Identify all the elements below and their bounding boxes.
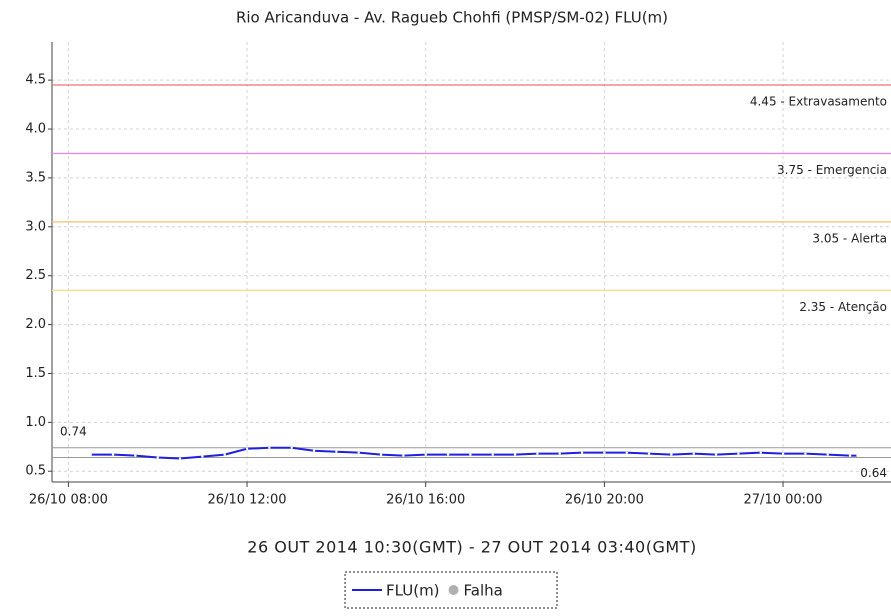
y-tick-label: 2.5 [25,268,46,283]
data-point [446,453,450,456]
data-point [89,453,92,456]
y-tick-label: 1.0 [25,415,46,430]
data-point [245,447,249,450]
data-point [357,451,360,454]
x-tick-label: 26/10 20:00 [565,493,644,508]
y-tick-label: 3.5 [25,170,46,185]
threshold-label: 2.35 - Atenção [799,300,887,314]
max-label: 0.74 [60,424,87,438]
data-point [134,454,137,457]
data-point [156,456,159,459]
legend-swatch [448,585,459,595]
data-point [201,455,204,458]
data-point [848,454,852,457]
threshold-label: 3.05 - Alerta [812,231,887,245]
y-tick-label: 3.0 [25,219,46,234]
data-point [558,452,561,455]
data-point [312,449,316,452]
data-point [178,457,182,460]
y-tick-label: 0.5 [25,464,46,479]
data-point [223,453,226,456]
data-point [625,451,628,454]
x-axis-label: 26 OUT 2014 10:30(GMT) - 27 OUT 2014 03:… [247,538,696,557]
chart-title: Rio Aricanduva - Av. Ragueb Chohfi (PMSP… [236,9,668,27]
data-point [424,453,427,456]
data-point [603,451,606,454]
y-tick-label: 4.5 [25,73,46,88]
data-point [491,453,494,456]
data-point [469,453,472,456]
threshold-label: 3.75 - Emergencia [777,163,887,177]
data-point [580,451,584,454]
data-point [856,454,859,457]
threshold-label: 4.45 - Extravasamento [750,95,887,109]
data-point [536,452,539,455]
y-tick-label: 4.0 [25,122,46,137]
data-point [647,452,651,455]
data-point [826,453,829,456]
x-tick-label: 26/10 12:00 [208,493,287,508]
y-tick-label: 2.0 [25,317,46,332]
data-point [335,450,338,453]
y-tick-label: 1.5 [25,366,46,381]
x-tick-label: 27/10 00:00 [744,493,823,508]
data-point [379,453,383,456]
x-tick-label: 26/10 08:00 [29,493,108,508]
data-point [804,452,807,455]
data-point [781,452,785,455]
data-point [513,453,517,456]
min-label: 0.64 [860,466,887,480]
x-tick-label: 26/10 16:00 [386,493,465,508]
data-point [714,453,718,456]
data-point [737,452,740,455]
data-point [111,453,115,456]
data-line [90,446,858,460]
data-point [759,451,762,454]
legend-label: FLU(m) [386,582,440,600]
data-point [290,446,293,449]
legend-label: Falha [464,582,503,600]
data-point [670,453,673,456]
data-point [268,446,271,449]
data-point [692,452,695,455]
data-point [402,454,405,457]
